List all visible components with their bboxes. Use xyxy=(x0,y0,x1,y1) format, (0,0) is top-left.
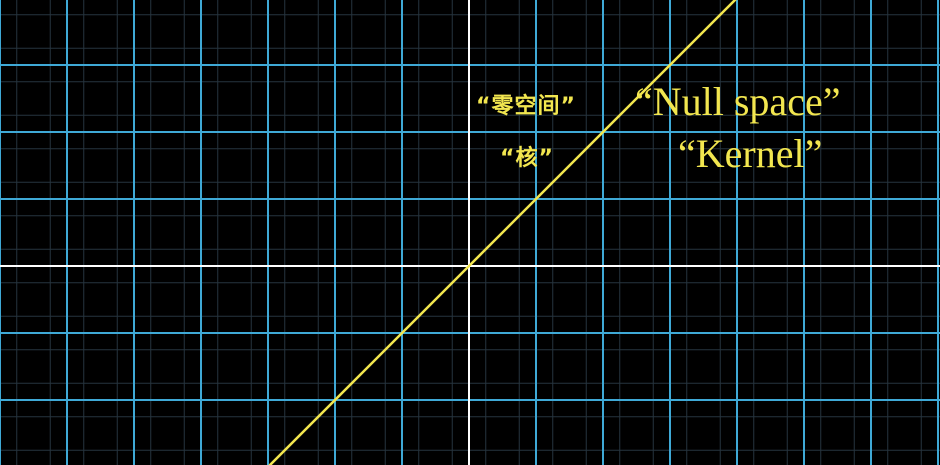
label-null-space: “Null space” xyxy=(635,79,841,124)
label-cn-null-space: “零空间” xyxy=(476,94,576,119)
label-cn-kernel: “核” xyxy=(500,146,554,171)
label-kernel: “Kernel” xyxy=(678,131,823,176)
